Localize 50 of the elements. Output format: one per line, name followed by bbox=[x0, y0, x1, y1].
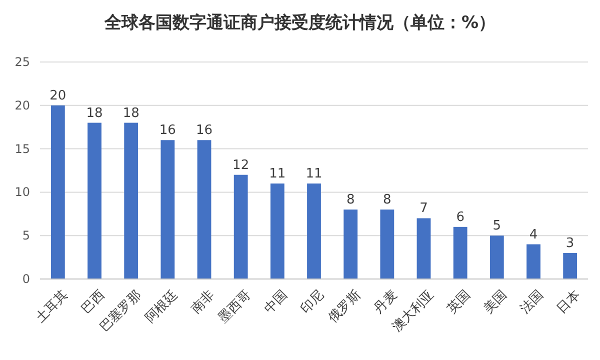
y-tick-label: 20 bbox=[14, 98, 30, 112]
bar bbox=[416, 218, 431, 279]
x-tick-label: 土耳其 bbox=[33, 288, 72, 326]
bar bbox=[234, 174, 248, 279]
data-label: 11 bbox=[306, 166, 322, 182]
data-label: 6 bbox=[456, 210, 464, 225]
x-tick-label: 阿根廷 bbox=[142, 288, 181, 326]
data-label: 8 bbox=[346, 192, 355, 208]
y-tick-label: 25 bbox=[14, 55, 30, 69]
bar bbox=[270, 184, 284, 279]
bar bbox=[88, 122, 102, 279]
y-tick-label: 10 bbox=[14, 185, 30, 200]
data-label: 4 bbox=[529, 227, 538, 242]
x-tick-label: 巴西 bbox=[78, 288, 108, 317]
x-tick-label: 日本 bbox=[554, 288, 584, 317]
y-tick-label: 15 bbox=[14, 142, 30, 156]
x-tick-label: 英国 bbox=[444, 288, 474, 317]
bar bbox=[124, 122, 138, 279]
data-label: 20 bbox=[50, 88, 66, 104]
x-tick-label: 墨西哥 bbox=[216, 288, 254, 326]
x-tick-label: 美国 bbox=[480, 286, 510, 317]
data-label: 18 bbox=[86, 106, 103, 121]
bar bbox=[380, 210, 394, 279]
data-label: 12 bbox=[232, 158, 250, 173]
chart-title: 全球各国数字通证商户接受度统计情况（单位：%） bbox=[103, 13, 496, 33]
bar bbox=[307, 184, 321, 279]
y-tick-label: 0 bbox=[22, 272, 30, 286]
x-tick-label: 中国 bbox=[262, 288, 291, 317]
x-tick-label: 俄罗斯 bbox=[326, 288, 364, 326]
x-tick-label: 南非 bbox=[188, 288, 218, 317]
data-label: 5 bbox=[492, 218, 502, 234]
data-label: 8 bbox=[383, 192, 392, 208]
data-label: 16 bbox=[196, 123, 213, 138]
bar bbox=[197, 140, 212, 279]
y-tick-label: 5 bbox=[22, 228, 30, 243]
bar bbox=[526, 244, 540, 279]
bar bbox=[160, 140, 175, 279]
bar bbox=[453, 226, 468, 279]
x-tick-label: 丹麦 bbox=[371, 288, 400, 317]
data-label: 7 bbox=[420, 201, 428, 216]
data-label: 18 bbox=[122, 106, 140, 121]
bar bbox=[344, 210, 358, 279]
data-label: 11 bbox=[269, 166, 286, 182]
bar bbox=[563, 252, 578, 279]
x-tick-label: 法国 bbox=[518, 288, 547, 317]
data-label: 16 bbox=[159, 123, 176, 138]
data-label: 3 bbox=[566, 236, 574, 251]
bar bbox=[50, 105, 65, 279]
x-tick-label: 印尼 bbox=[298, 288, 328, 317]
bar bbox=[490, 236, 504, 279]
